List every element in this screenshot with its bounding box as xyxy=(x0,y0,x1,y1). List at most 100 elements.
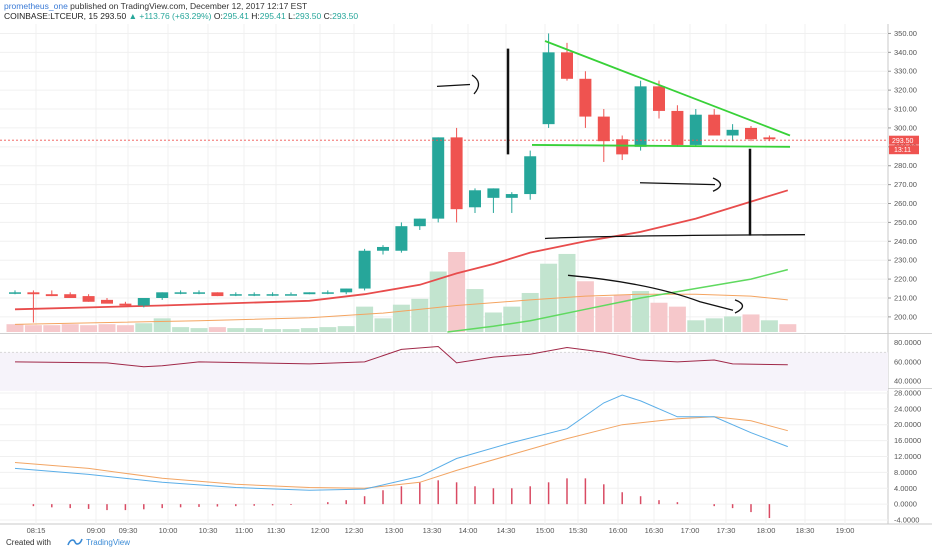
created-with-text: Created with xyxy=(6,538,51,547)
candle-body xyxy=(119,303,132,306)
candle-body xyxy=(763,137,776,140)
volume-bar xyxy=(466,289,484,332)
volume-bar xyxy=(613,294,631,332)
candle-body xyxy=(101,299,113,304)
candle-body xyxy=(82,296,95,302)
candle-body xyxy=(266,294,279,296)
volume-bar xyxy=(227,328,245,332)
open-value: 295.41 xyxy=(222,11,249,21)
published-text: published on TradingView.com, December 1… xyxy=(70,1,308,11)
volume-bar xyxy=(300,328,318,332)
candle-body xyxy=(579,78,592,117)
volume-bar xyxy=(264,329,282,332)
symbol-label[interactable]: COINBASE:LTCEUR, 15 xyxy=(4,11,98,21)
y-tick-label: 320.00 xyxy=(894,86,917,95)
x-tick-label: 12:30 xyxy=(345,526,364,535)
y-tick-label: 240.00 xyxy=(894,237,917,246)
volume-bar xyxy=(43,325,61,332)
y-tick-label: 330.00 xyxy=(894,67,917,76)
author-link[interactable]: prometheus_one xyxy=(4,1,68,11)
candle-body xyxy=(45,294,58,297)
candle-body xyxy=(524,156,537,195)
y-tick-label: 230.00 xyxy=(894,256,917,265)
volume-bar xyxy=(576,281,594,332)
x-tick-label: 13:30 xyxy=(423,526,442,535)
candle-body xyxy=(156,292,169,298)
candle-body xyxy=(229,294,242,296)
candle-body xyxy=(321,292,334,294)
volume-bar xyxy=(245,328,263,332)
candle-body xyxy=(413,218,426,227)
x-tick-label: 08:15 xyxy=(27,526,46,535)
candle-body xyxy=(469,190,481,208)
candle-body xyxy=(450,137,463,210)
y-tick-label: 300.00 xyxy=(894,123,917,132)
x-tick-label: 13:00 xyxy=(385,526,404,535)
volume-bar xyxy=(282,329,300,332)
last-price: 293.50 xyxy=(100,11,127,21)
volume-bar xyxy=(705,318,723,332)
x-tick-label: 18:00 xyxy=(757,526,776,535)
volume-bar xyxy=(61,324,79,332)
rsi-tick-label: 40.0000 xyxy=(894,377,921,386)
volume-bar xyxy=(742,314,760,332)
x-tick-label: 18:30 xyxy=(796,526,815,535)
macd-tick-label: 0.0000 xyxy=(894,500,917,509)
y-tick-label: 280.00 xyxy=(894,161,917,170)
arrow-2-shaft xyxy=(639,182,716,186)
macd-tick-label: 20.0000 xyxy=(894,420,921,429)
candle-body xyxy=(597,116,610,142)
x-tick-label: 12:00 xyxy=(311,526,330,535)
candle-body xyxy=(248,294,261,296)
macd-tick-label: 28.0000 xyxy=(894,388,921,397)
volume-bar xyxy=(779,324,797,332)
volume-bar xyxy=(429,271,447,332)
volume-bar xyxy=(411,298,429,332)
candle-body xyxy=(689,114,702,145)
candle-body xyxy=(377,246,389,251)
y-tick-label: 350.00 xyxy=(894,29,917,38)
volume-bar xyxy=(540,263,558,332)
tradingview-brand[interactable]: TradingView xyxy=(86,538,131,547)
footer: Created with TradingView xyxy=(0,536,932,550)
ma-orange-line xyxy=(14,293,788,325)
change-value: ▲ +113.76 (+63.29%) xyxy=(128,11,212,21)
volume-bar xyxy=(319,327,337,332)
close-label: C: xyxy=(323,11,333,21)
target-level-line xyxy=(544,234,806,240)
macd-line xyxy=(14,394,788,491)
candle-body xyxy=(395,226,408,251)
last-price-tag xyxy=(889,135,919,145)
candle-body xyxy=(193,292,205,294)
volume-bar xyxy=(632,291,650,332)
rsi-tick-label: 60.0000 xyxy=(894,357,921,366)
volume-bar xyxy=(172,327,190,332)
rsi-tick-label: 80.0000 xyxy=(894,338,921,347)
candle-body xyxy=(432,137,445,219)
macd-tick-label: 16.0000 xyxy=(894,436,921,445)
triangle-upper-trendline xyxy=(544,40,791,137)
volume-bar xyxy=(135,323,153,332)
x-tick-label: 15:00 xyxy=(536,526,555,535)
volume-bar xyxy=(356,306,374,332)
macd-tick-label: 4.0000 xyxy=(894,484,917,493)
countdown-label: 13:11 xyxy=(894,147,911,154)
chart-canvas[interactable]: 08:15 09:00 09:30 10:00 10:30 11:00 11:30 12:00… xyxy=(0,0,932,536)
candle-body xyxy=(358,250,371,289)
triangle-support-line xyxy=(531,144,791,148)
candle-body xyxy=(726,129,739,136)
candle-body xyxy=(505,194,518,198)
tradingview-logo-icon xyxy=(67,538,83,546)
volume-bar xyxy=(337,326,355,332)
low-value: 293.50 xyxy=(295,11,322,21)
candle-body xyxy=(561,52,573,79)
volume-bar xyxy=(24,325,42,332)
close-value: 293.50 xyxy=(332,11,359,21)
volume-bar xyxy=(98,324,116,332)
macd-tick-label: 12.0000 xyxy=(894,452,921,461)
volume-bar xyxy=(724,316,742,332)
candle-body xyxy=(174,292,187,294)
arrow-2-head xyxy=(712,177,722,192)
candle-body xyxy=(340,288,353,293)
rsi-band xyxy=(0,352,888,391)
